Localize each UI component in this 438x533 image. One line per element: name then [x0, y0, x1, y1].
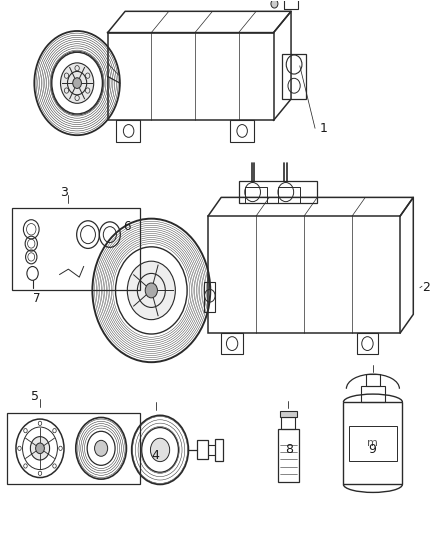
Bar: [208, 216, 400, 333]
Text: m: m: [367, 438, 378, 448]
Bar: [357, 333, 378, 354]
Bar: [108, 33, 274, 120]
Bar: [7, 413, 141, 484]
Circle shape: [73, 78, 81, 88]
Bar: [117, 120, 141, 142]
Circle shape: [150, 438, 170, 462]
Bar: [278, 187, 300, 203]
Text: 7: 7: [33, 292, 41, 305]
Text: 3: 3: [60, 185, 68, 199]
Bar: [361, 386, 385, 402]
Bar: [12, 208, 141, 290]
Circle shape: [271, 0, 278, 8]
Bar: [215, 439, 223, 461]
Bar: [283, 54, 306, 99]
Circle shape: [35, 443, 44, 454]
Text: 6: 6: [123, 220, 131, 233]
Text: 8: 8: [285, 443, 293, 456]
Bar: [245, 187, 267, 203]
Bar: [239, 181, 317, 203]
Bar: [366, 374, 380, 386]
Text: 9: 9: [368, 443, 376, 456]
Bar: [230, 120, 254, 142]
Circle shape: [30, 437, 49, 460]
Bar: [280, 410, 297, 417]
Circle shape: [127, 261, 175, 320]
Circle shape: [145, 283, 157, 298]
Text: 1: 1: [319, 122, 327, 135]
Bar: [349, 426, 397, 461]
Circle shape: [60, 63, 94, 103]
Circle shape: [95, 440, 108, 456]
Bar: [343, 402, 403, 484]
Text: 4: 4: [152, 449, 159, 462]
Bar: [197, 440, 208, 459]
Bar: [282, 417, 295, 429]
Bar: [221, 333, 243, 354]
Bar: [204, 282, 215, 312]
Bar: [278, 429, 299, 482]
Text: 2: 2: [422, 281, 430, 294]
Text: 5: 5: [31, 390, 39, 403]
Bar: [285, 0, 297, 9]
